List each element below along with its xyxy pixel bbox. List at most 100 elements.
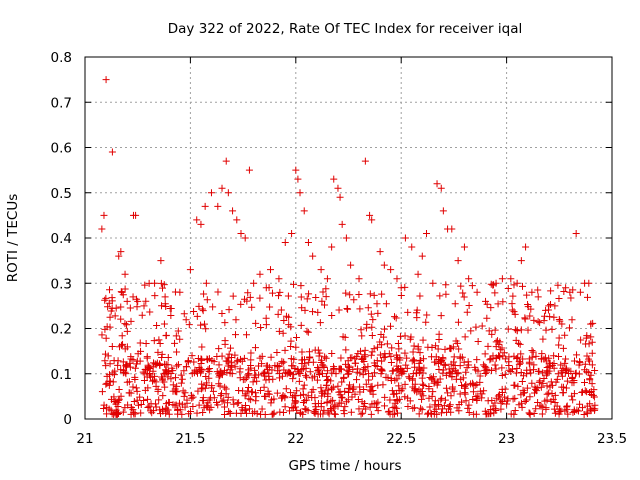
data-point [227, 354, 235, 362]
data-point [523, 366, 531, 374]
data-point [227, 363, 235, 371]
data-point [536, 377, 544, 385]
data-point [404, 402, 412, 410]
data-point [222, 157, 230, 165]
data-point [161, 293, 169, 301]
data-point [573, 351, 581, 359]
data-point [177, 379, 185, 387]
data-point [108, 342, 116, 350]
data-point [483, 300, 491, 308]
data-point [209, 387, 217, 395]
data-point [200, 290, 208, 298]
data-point [252, 319, 260, 327]
data-point [127, 404, 135, 412]
data-point [229, 396, 237, 404]
data-point [428, 392, 436, 400]
data-point [329, 365, 337, 373]
data-point [382, 300, 390, 308]
data-point [117, 392, 125, 400]
data-point [548, 325, 556, 333]
data-point [205, 365, 213, 373]
data-point [443, 408, 451, 416]
data-point [140, 377, 148, 385]
data-point [158, 350, 166, 358]
data-point [567, 294, 575, 302]
data-point [472, 323, 480, 331]
data-point [104, 303, 112, 311]
data-point [505, 366, 513, 374]
data-point [438, 394, 446, 402]
data-point [296, 409, 304, 417]
data-point [350, 296, 358, 304]
data-point [462, 397, 470, 405]
data-point [233, 216, 241, 224]
data-point [182, 316, 190, 324]
data-point [511, 326, 519, 334]
data-point [218, 309, 226, 317]
data-point [322, 354, 330, 362]
data-point [123, 343, 131, 351]
data-point [581, 387, 589, 395]
data-point [264, 387, 272, 395]
data-point [542, 354, 550, 362]
data-point [362, 405, 370, 413]
data-point [571, 370, 579, 378]
data-point [525, 409, 533, 417]
data-point [205, 355, 213, 363]
data-point [578, 389, 586, 397]
data-point [368, 216, 376, 224]
data-point [156, 361, 164, 369]
data-point [323, 275, 331, 283]
data-point [102, 294, 110, 302]
data-point [282, 385, 290, 393]
data-point [338, 378, 346, 386]
data-point [547, 378, 555, 386]
data-point [568, 392, 576, 400]
data-point [341, 387, 349, 395]
data-point [389, 404, 397, 412]
data-point [434, 360, 442, 368]
data-point [232, 316, 240, 324]
data-point [461, 389, 469, 397]
data-point [581, 360, 589, 368]
data-point [320, 406, 328, 414]
data-point [233, 358, 241, 366]
data-point [491, 326, 499, 334]
data-point [302, 406, 310, 414]
data-point [420, 364, 428, 372]
data-point [370, 291, 378, 299]
data-point [441, 396, 449, 404]
data-point [216, 369, 224, 377]
data-point [516, 359, 524, 367]
x-axis-label: GPS time / hours [288, 458, 401, 474]
data-point [142, 297, 150, 305]
data-point [141, 281, 149, 289]
data-point [572, 369, 580, 377]
data-point [557, 407, 565, 415]
data-point [534, 318, 542, 326]
data-point [276, 374, 284, 382]
data-point [481, 362, 489, 370]
data-point [529, 366, 537, 374]
data-point [560, 288, 568, 296]
data-point [267, 353, 275, 361]
data-point [355, 405, 363, 413]
data-point [266, 303, 274, 311]
data-point [346, 291, 354, 299]
data-point [547, 287, 555, 295]
data-point [491, 289, 499, 297]
data-point [250, 373, 258, 381]
data-point [357, 326, 365, 334]
data-point [468, 282, 476, 290]
data-point [362, 324, 370, 332]
data-point [518, 403, 526, 411]
data-point [298, 304, 306, 312]
data-point [402, 361, 410, 369]
data-point [366, 211, 374, 219]
y-tick-label: 0.7 [51, 95, 72, 111]
data-point [302, 371, 310, 379]
data-point [586, 357, 594, 365]
data-point [497, 405, 505, 413]
data-point [353, 376, 361, 384]
data-point [410, 342, 418, 350]
